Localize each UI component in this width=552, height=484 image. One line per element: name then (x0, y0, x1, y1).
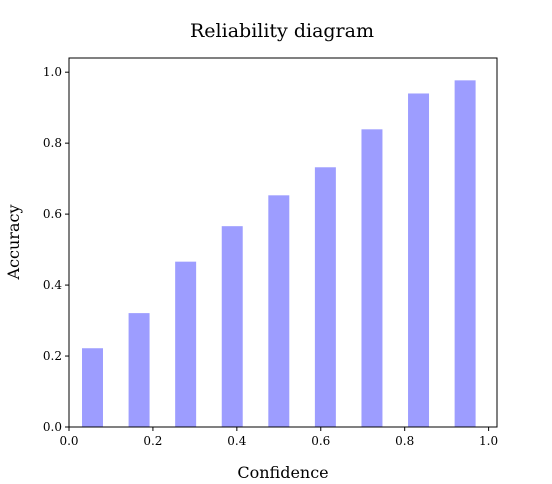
bar-9 (454, 80, 476, 427)
plot-frame (68, 57, 498, 428)
y-tick-label-5: 1.0 (43, 65, 62, 79)
x-tick-label-1: 0.2 (143, 434, 162, 448)
y-tick-label-1: 0.2 (43, 349, 62, 363)
bar-4 (221, 226, 243, 427)
chart-title: Reliability diagram (190, 20, 374, 42)
bars-layer (82, 80, 476, 427)
bar-7 (361, 129, 383, 427)
y-tick-label-2: 0.4 (43, 278, 62, 292)
x-tick-label-3: 0.6 (311, 434, 330, 448)
y-axis-label: Accuracy (4, 205, 23, 281)
y-tick-label-3: 0.6 (43, 207, 62, 221)
axes-layer: 0.0 0.2 0.4 0.6 0.8 1.0 0.0 0.2 0.4 0.6 0.8 1.0 (43, 57, 498, 448)
bar-8 (408, 93, 430, 427)
bar-3 (175, 261, 197, 427)
x-tick-label-2: 0.4 (227, 434, 246, 448)
x-tick-label-0: 0.0 (59, 434, 78, 448)
y-tick-label-0: 0.0 (43, 420, 62, 434)
bar-5 (268, 195, 290, 427)
bar-6 (314, 167, 336, 427)
x-tick-label-5: 1.0 (479, 434, 498, 448)
x-tick-label-4: 0.8 (395, 434, 414, 448)
bar-1 (82, 348, 103, 427)
bar-2 (128, 313, 150, 427)
y-tick-label-4: 0.8 (43, 136, 62, 150)
x-axis-label: Confidence (237, 463, 328, 480)
